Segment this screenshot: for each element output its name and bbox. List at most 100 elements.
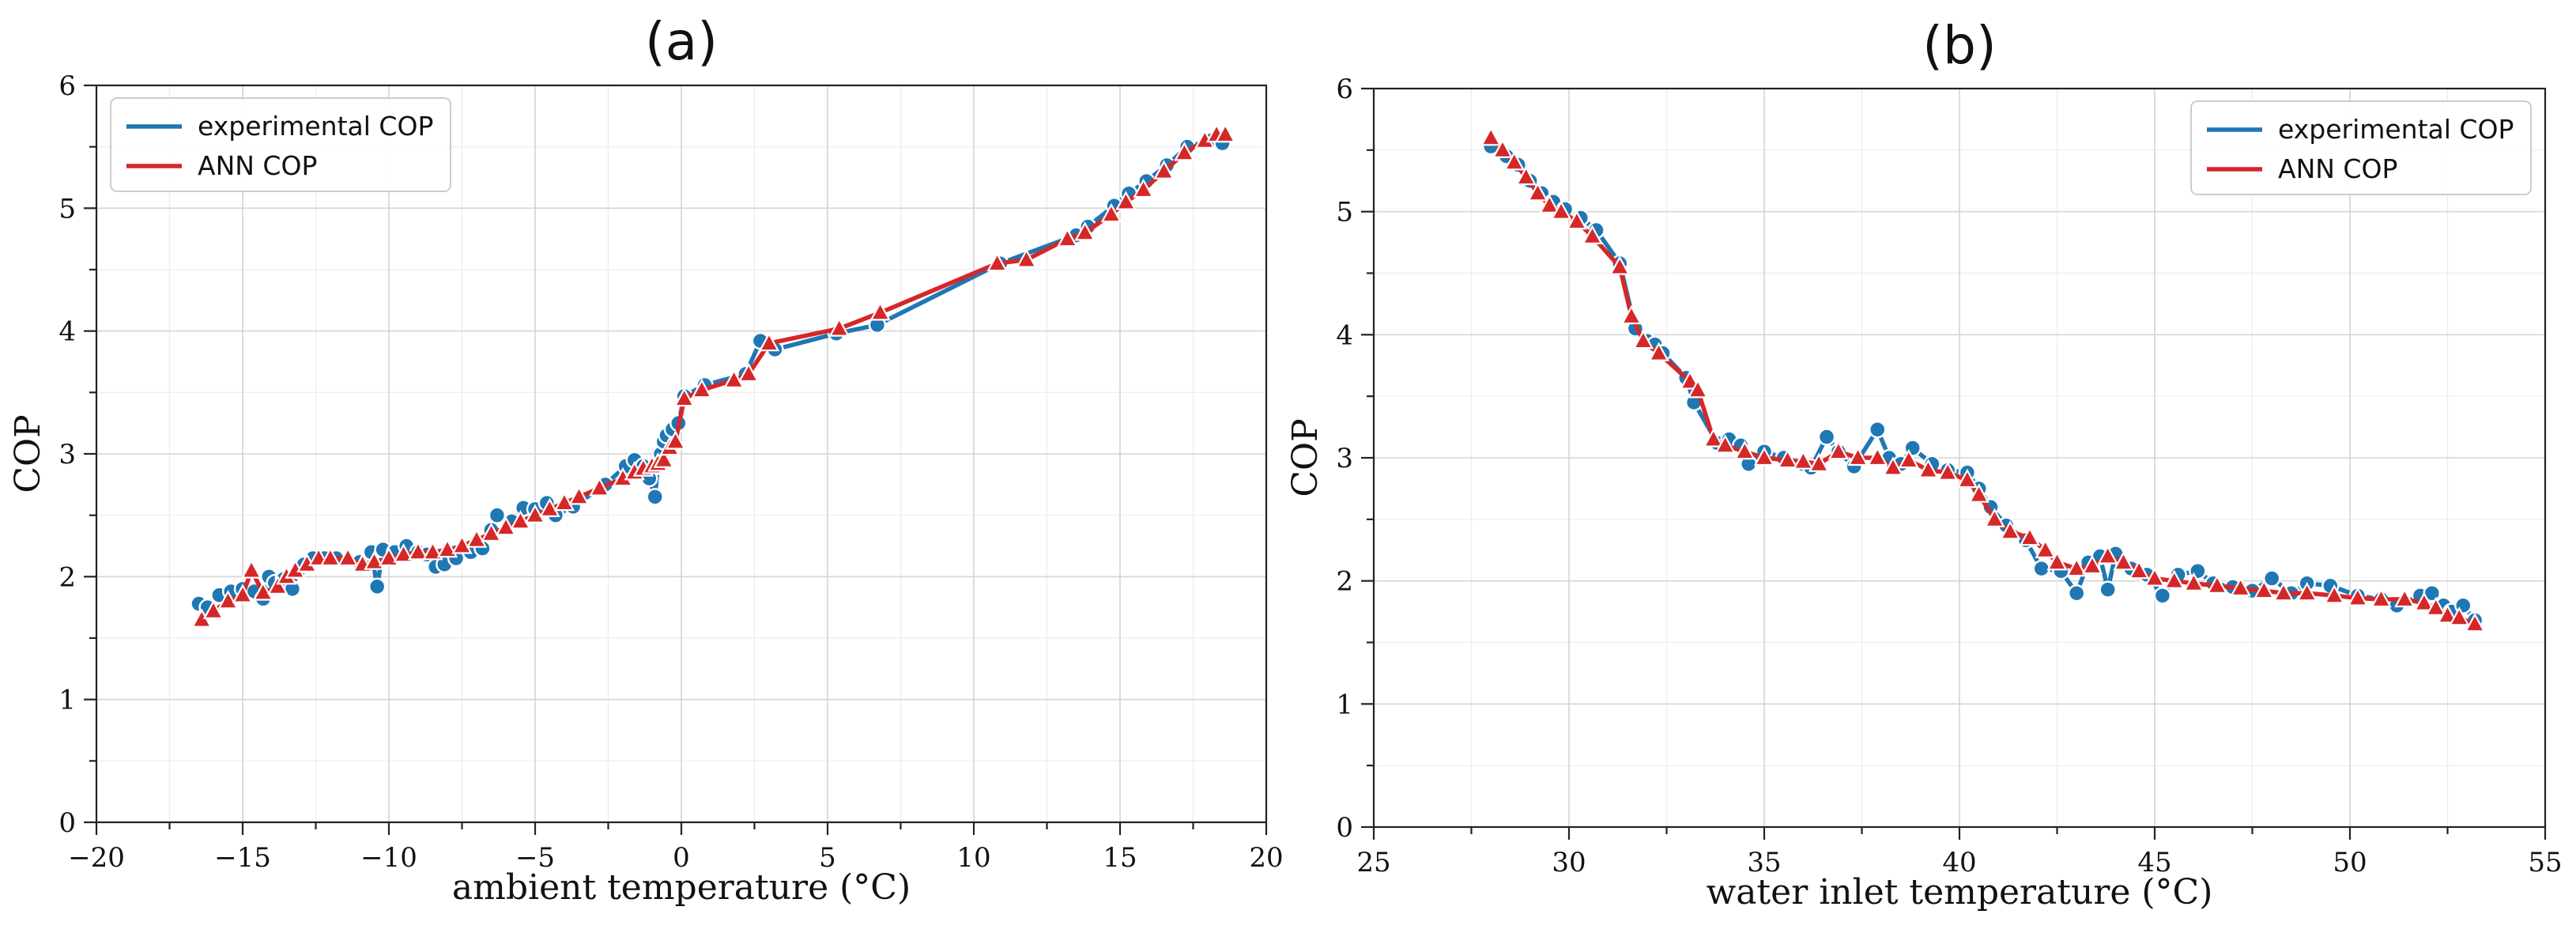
x-tick-label: 45 <box>2137 847 2171 878</box>
x-tick-label: −5 <box>515 842 555 874</box>
data-point-triangle <box>1527 181 1548 202</box>
x-tick-label: −20 <box>68 842 125 874</box>
data-point-triangle <box>1566 210 1588 230</box>
data-point-triangle <box>1632 329 1654 349</box>
series-ann-cop <box>1480 126 2486 633</box>
data-point-triangle <box>1503 151 1526 171</box>
data-point-triangle <box>539 497 560 518</box>
data-point-triangle <box>653 448 675 468</box>
data-point-triangle <box>232 584 254 603</box>
legend-box <box>110 97 451 192</box>
data-point-triangle <box>2437 603 2458 624</box>
y-tick-label: 1 <box>58 685 76 716</box>
data-point-circle <box>1817 428 1836 446</box>
data-point-triangle <box>2323 584 2345 604</box>
data-point-circle <box>368 577 387 596</box>
data-point-triangle <box>319 546 341 567</box>
x-tick-label: 50 <box>2333 847 2367 878</box>
data-point-triangle <box>1777 448 1798 469</box>
data-point-triangle <box>524 504 546 523</box>
data-point-triangle <box>723 368 745 388</box>
series-layer <box>190 123 1236 628</box>
data-point-triangle <box>2183 572 2204 591</box>
data-point-triangle <box>2347 587 2369 606</box>
data-point-triangle <box>2206 574 2228 595</box>
data-point-triangle <box>1582 225 1603 244</box>
data-point-triangle <box>202 599 224 619</box>
plot-frame <box>95 84 1268 824</box>
y-tick-label: 5 <box>58 193 76 225</box>
x-axis-label: ambient temperature (°C) <box>452 867 911 908</box>
data-point-triangle <box>1827 440 1850 460</box>
series-line <box>1488 135 2477 626</box>
data-point-triangle <box>1539 194 1560 213</box>
data-point-circle <box>1869 420 1887 439</box>
data-point-triangle <box>2230 576 2251 597</box>
data-point-triangle <box>510 510 531 530</box>
data-point-triangle <box>2272 581 2295 602</box>
data-point-triangle <box>1808 452 1830 472</box>
data-point-triangle <box>1115 191 1137 210</box>
data-point-triangle <box>1734 440 1756 460</box>
data-point-triangle <box>2425 596 2446 617</box>
data-point-triangle <box>466 528 488 548</box>
data-point-triangle <box>1703 428 1725 448</box>
y-tick-label: 6 <box>58 70 76 102</box>
data-point-triangle <box>1480 126 1502 146</box>
x-tick-label: 5 <box>819 842 836 874</box>
data-point-triangle <box>1609 255 1631 275</box>
x-tick-label: −10 <box>360 842 417 874</box>
data-point-triangle <box>2296 581 2318 602</box>
data-point-triangle <box>1898 448 1920 469</box>
data-point-triangle <box>1847 446 1869 466</box>
data-point-triangle <box>1174 142 1195 161</box>
data-point-circle <box>646 488 664 506</box>
data-point-triangle <box>422 540 443 561</box>
data-point-triangle <box>407 540 429 561</box>
data-point-triangle <box>1550 200 1572 220</box>
plot-frame <box>1372 87 2547 829</box>
data-point-triangle <box>2128 559 2150 580</box>
data-point-triangle <box>1100 202 1122 223</box>
x-tick-label: 15 <box>1103 842 1137 874</box>
data-point-triangle <box>1153 160 1175 179</box>
data-point-triangle <box>267 575 289 595</box>
data-point-triangle <box>758 331 780 352</box>
data-point-triangle <box>1793 450 1814 470</box>
data-point-triangle <box>2035 538 2056 558</box>
data-point-triangle <box>1679 370 1701 390</box>
data-point-triangle <box>1956 468 1978 489</box>
data-point-triangle <box>2393 587 2416 608</box>
data-point-triangle <box>393 543 414 563</box>
data-point-triangle <box>1714 434 1736 454</box>
data-point-triangle <box>673 387 695 407</box>
data-point-triangle <box>2046 550 2068 571</box>
data-point-triangle <box>869 301 891 321</box>
data-point-triangle <box>737 362 760 383</box>
legend-label: ANN COP <box>198 150 317 181</box>
y-tick-label: 3 <box>1336 443 1353 474</box>
data-point-triangle <box>1687 379 1709 399</box>
data-point-triangle <box>2019 526 2041 546</box>
data-point-triangle <box>828 317 850 337</box>
data-point-triangle <box>481 522 502 542</box>
data-point-triangle <box>495 516 517 536</box>
y-tick-label: 4 <box>1336 319 1353 351</box>
grid <box>96 85 1266 822</box>
x-tick-label: 10 <box>956 842 990 874</box>
series-ann-cop <box>190 123 1236 628</box>
y-tick-label: 2 <box>58 561 76 593</box>
data-point-triangle <box>436 538 458 558</box>
data-point-triangle <box>2413 591 2435 611</box>
data-point-circle <box>488 506 507 524</box>
chart-panel-a: −20 −15 −10 −5 0 5 10 15 20 0 1 2 3 4 5 6 (a) ambient tem… <box>8 11 1284 908</box>
y-tick-label: 0 <box>58 807 76 839</box>
data-point-triangle <box>337 546 359 567</box>
x-axis-label: water inlet temperature (°C) <box>1707 872 2213 912</box>
data-point-triangle <box>1057 227 1078 247</box>
data-point-triangle <box>1648 342 1669 361</box>
data-point-triangle <box>1918 459 1939 478</box>
data-point-triangle <box>691 378 713 399</box>
